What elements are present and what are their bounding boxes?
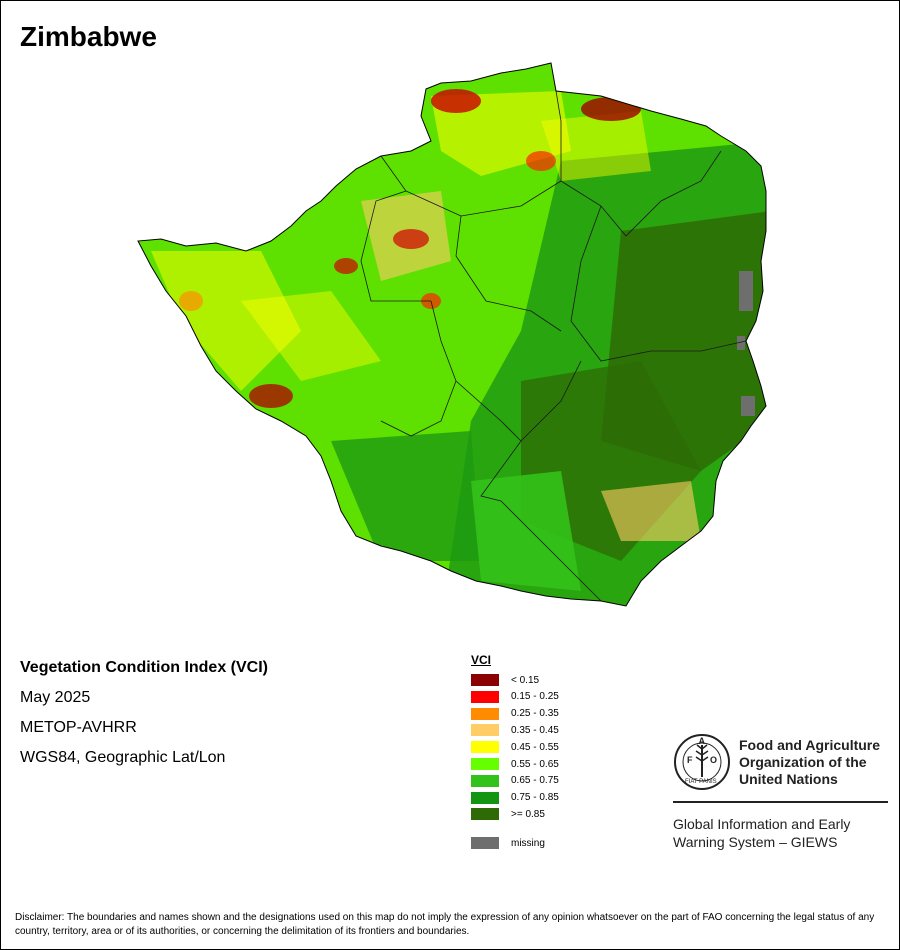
legend-item: 0.35 - 0.45 [471, 723, 559, 737]
legend-item: 0.75 - 0.85 [471, 791, 559, 805]
divider [673, 801, 888, 803]
legend-label: 0.15 - 0.25 [511, 691, 559, 703]
index-name: Vegetation Condition Index (VCI) [20, 659, 268, 676]
legend-item: 0.65 - 0.75 [471, 774, 559, 788]
legend-label: < 0.15 [511, 674, 540, 686]
legend-swatch [471, 690, 499, 703]
legend-swatch [471, 707, 499, 720]
legend-label: 0.25 - 0.35 [511, 708, 559, 720]
map-title: Zimbabwe [20, 21, 157, 52]
legend-label: 0.65 - 0.75 [511, 775, 559, 787]
period-label: May 2025 [20, 689, 91, 706]
legend-item: 0.55 - 0.65 [471, 757, 559, 771]
svg-text:O: O [710, 755, 717, 765]
legend-label: 0.55 - 0.65 [511, 758, 559, 770]
fao-name: Food and Agriculture Organization of the… [739, 737, 881, 787]
legend-item: 0.15 - 0.25 [471, 690, 559, 704]
legend-item: < 0.15 [471, 673, 539, 687]
legend-item: 0.25 - 0.35 [471, 707, 559, 721]
svg-text:FIAT PANIS: FIAT PANIS [685, 779, 717, 785]
legend-label: 0.75 - 0.85 [511, 792, 559, 804]
vci-map [137, 62, 767, 607]
legend-swatch [471, 674, 499, 686]
legend-label: 0.45 - 0.55 [511, 741, 559, 753]
legend-swatch-missing [471, 837, 499, 849]
disclaimer: Disclaimer: The boundaries and names sho… [15, 912, 875, 937]
svg-text:F: F [687, 755, 693, 765]
legend-title: VCI [471, 653, 492, 667]
giews-label: Global Information and Early Warning Sys… [673, 816, 851, 850]
legend-item: >= 0.85 [471, 807, 545, 821]
legend-swatch [471, 724, 499, 737]
svg-text:A: A [699, 736, 706, 746]
legend-swatch [471, 774, 499, 787]
fao-wheat-logo-icon: F O A FIAT PANIS [674, 734, 730, 790]
projection-label: WGS84, Geographic Lat/Lon [20, 749, 226, 766]
legend-item-missing: missing [471, 836, 545, 850]
legend-swatch [471, 758, 499, 770]
legend-swatch [471, 808, 499, 821]
legend-label: >= 0.85 [511, 808, 545, 820]
legend-label: 0.35 - 0.45 [511, 724, 559, 736]
legend-label-missing: missing [511, 837, 545, 849]
legend-item: 0.45 - 0.55 [471, 740, 559, 754]
legend-swatch [471, 791, 499, 804]
legend-swatch [471, 741, 499, 754]
sensor-label: METOP-AVHRR [20, 719, 137, 736]
